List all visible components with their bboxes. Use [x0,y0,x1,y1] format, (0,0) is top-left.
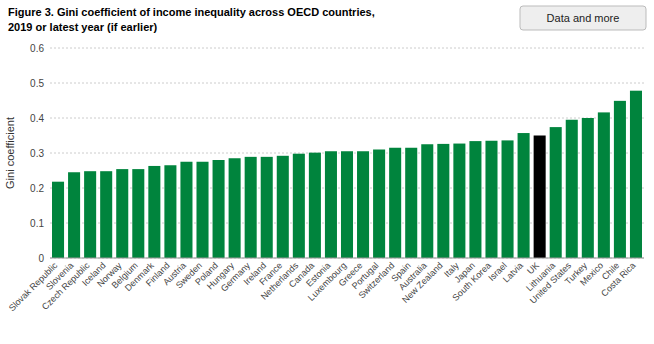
bar [534,136,546,259]
annotation: Data and more [547,12,620,24]
bar [261,157,273,258]
y-tick-label: 0.5 [30,78,44,89]
bar [485,141,497,258]
bar [373,150,385,259]
x-tick-label: South Korea [450,260,492,302]
subtitle: 2019 or latest year (if earlier) [8,21,158,33]
y-tick-label: 0.2 [30,183,44,194]
x-tick-label: New Zealand [400,260,445,305]
bar [116,169,128,258]
y-tick-label: 0 [38,253,44,264]
bar [148,166,160,258]
bar [582,118,594,258]
bar [357,151,369,258]
x-tick-label: Switzerland [357,260,397,300]
bar [293,154,305,258]
bar [469,141,481,258]
bar [196,162,208,258]
x-tick-label: Costa Rica [599,260,637,298]
grid-line [50,118,644,119]
bar [550,127,562,258]
bar [68,172,80,258]
bar [518,133,530,258]
bar [437,144,449,258]
bar [84,171,96,258]
y-axis-label: Gini coefficient [4,117,16,189]
bar [566,120,578,258]
bar [100,171,112,258]
title: Figure 3. Gini coefficient of income ine… [8,6,375,18]
bar [598,112,610,258]
bar [309,153,321,258]
bar [325,151,337,258]
y-tick-label: 0.1 [30,218,44,229]
bar [213,160,225,258]
bar [164,165,176,258]
bar [389,148,401,258]
bar [52,182,64,258]
bar [453,144,465,258]
grid-line [50,258,644,259]
y-tick-label: 0.3 [30,148,44,159]
bar [341,151,353,258]
y-tick-label: 0.4 [30,113,44,124]
bar [405,148,417,258]
button-box [520,6,646,30]
bar [229,158,241,258]
x-tick-label: Latvia [501,260,525,284]
bar [180,162,192,258]
x-axis [50,258,644,259]
bar [421,144,433,258]
grid-line [50,48,644,49]
grid-line [50,83,644,84]
bars [52,91,642,258]
y-tick-label: 0.6 [30,43,44,54]
bar [132,169,144,258]
bar [614,101,626,258]
bar [245,157,257,258]
chart: Figure 3. Gini coefficient of income ine… [0,0,654,344]
bar [277,156,289,258]
bar [630,91,642,258]
bar [502,140,514,258]
